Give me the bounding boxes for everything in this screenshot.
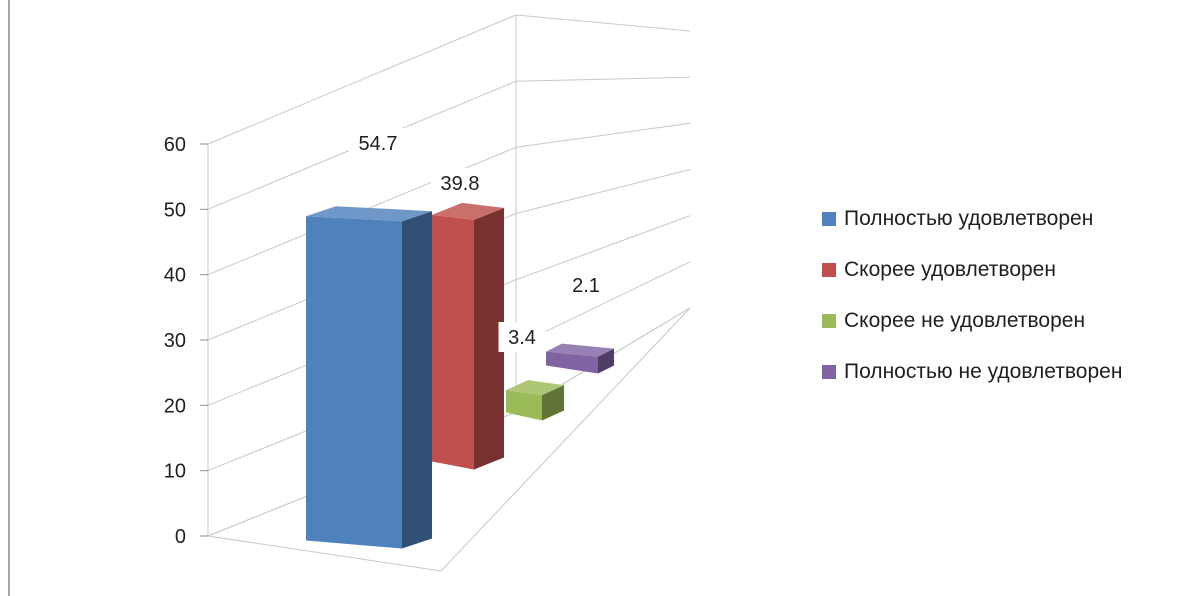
bar bbox=[306, 216, 402, 549]
y-tick-label: 30 bbox=[164, 330, 186, 352]
bar bbox=[506, 390, 542, 421]
bar-top bbox=[306, 206, 432, 222]
legend-item-fully-satisfied: Полностью удовлетворен bbox=[822, 204, 1172, 255]
y-tick-label: 0 bbox=[175, 526, 186, 548]
data-label-box bbox=[349, 128, 407, 158]
bar-side bbox=[542, 385, 564, 421]
legend-item-fully-dissatisfied: Полностью не удовлетворен bbox=[822, 357, 1172, 408]
bars bbox=[306, 202, 614, 549]
bar-top bbox=[432, 202, 504, 220]
legend-label: Полностью не удовлетворен bbox=[844, 360, 1123, 383]
side-wall-gridline bbox=[207, 14, 517, 145]
data-label: 3.4 bbox=[508, 327, 536, 349]
back-wall-gridline bbox=[515, 169, 691, 214]
legend-label: Скорее удовлетворен bbox=[844, 258, 1056, 281]
bar-side bbox=[402, 211, 432, 549]
y-axis: 0 10 20 30 40 50 60 bbox=[164, 134, 208, 548]
back-wall-gridline bbox=[515, 14, 691, 32]
y-tick-label: 20 bbox=[164, 395, 186, 417]
data-label: 2.1 bbox=[572, 275, 600, 297]
bar-side bbox=[598, 348, 614, 374]
y-tick-label: 60 bbox=[164, 134, 186, 156]
legend-label: Скорее не удовлетворен bbox=[844, 309, 1086, 332]
bar-side bbox=[474, 207, 504, 470]
legend-swatch bbox=[822, 365, 836, 379]
data-label: 39.8 bbox=[441, 173, 480, 195]
data-label-box bbox=[498, 322, 546, 352]
bar bbox=[546, 351, 598, 374]
bar-top bbox=[506, 380, 564, 396]
data-label: 54.7 bbox=[359, 133, 398, 155]
data-label-box bbox=[562, 270, 610, 300]
bar bbox=[432, 214, 474, 470]
y-tick-label: 40 bbox=[164, 265, 186, 287]
y-tick-label: 50 bbox=[164, 199, 186, 221]
legend-swatch bbox=[822, 314, 836, 328]
back-wall-gridline bbox=[515, 122, 691, 148]
y-tick-label: 10 bbox=[164, 461, 186, 483]
legend-item-rather-satisfied: Скорее удовлетворен bbox=[822, 255, 1172, 306]
bar-top bbox=[546, 343, 614, 357]
legend-swatch bbox=[822, 263, 836, 277]
data-label-box bbox=[431, 168, 489, 198]
data-labels: 2.1 3.4 39.8 54.7 bbox=[349, 128, 610, 352]
back-wall-gridline bbox=[515, 215, 691, 281]
legend-swatch bbox=[822, 212, 836, 226]
legend: Полностью удовлетворен Скорее удовлетвор… bbox=[822, 204, 1172, 408]
legend-label: Полностью удовлетворен bbox=[844, 207, 1094, 230]
legend-item-rather-dissatisfied: Скорее не удовлетворен bbox=[822, 306, 1172, 357]
back-wall-gridline bbox=[515, 76, 691, 82]
